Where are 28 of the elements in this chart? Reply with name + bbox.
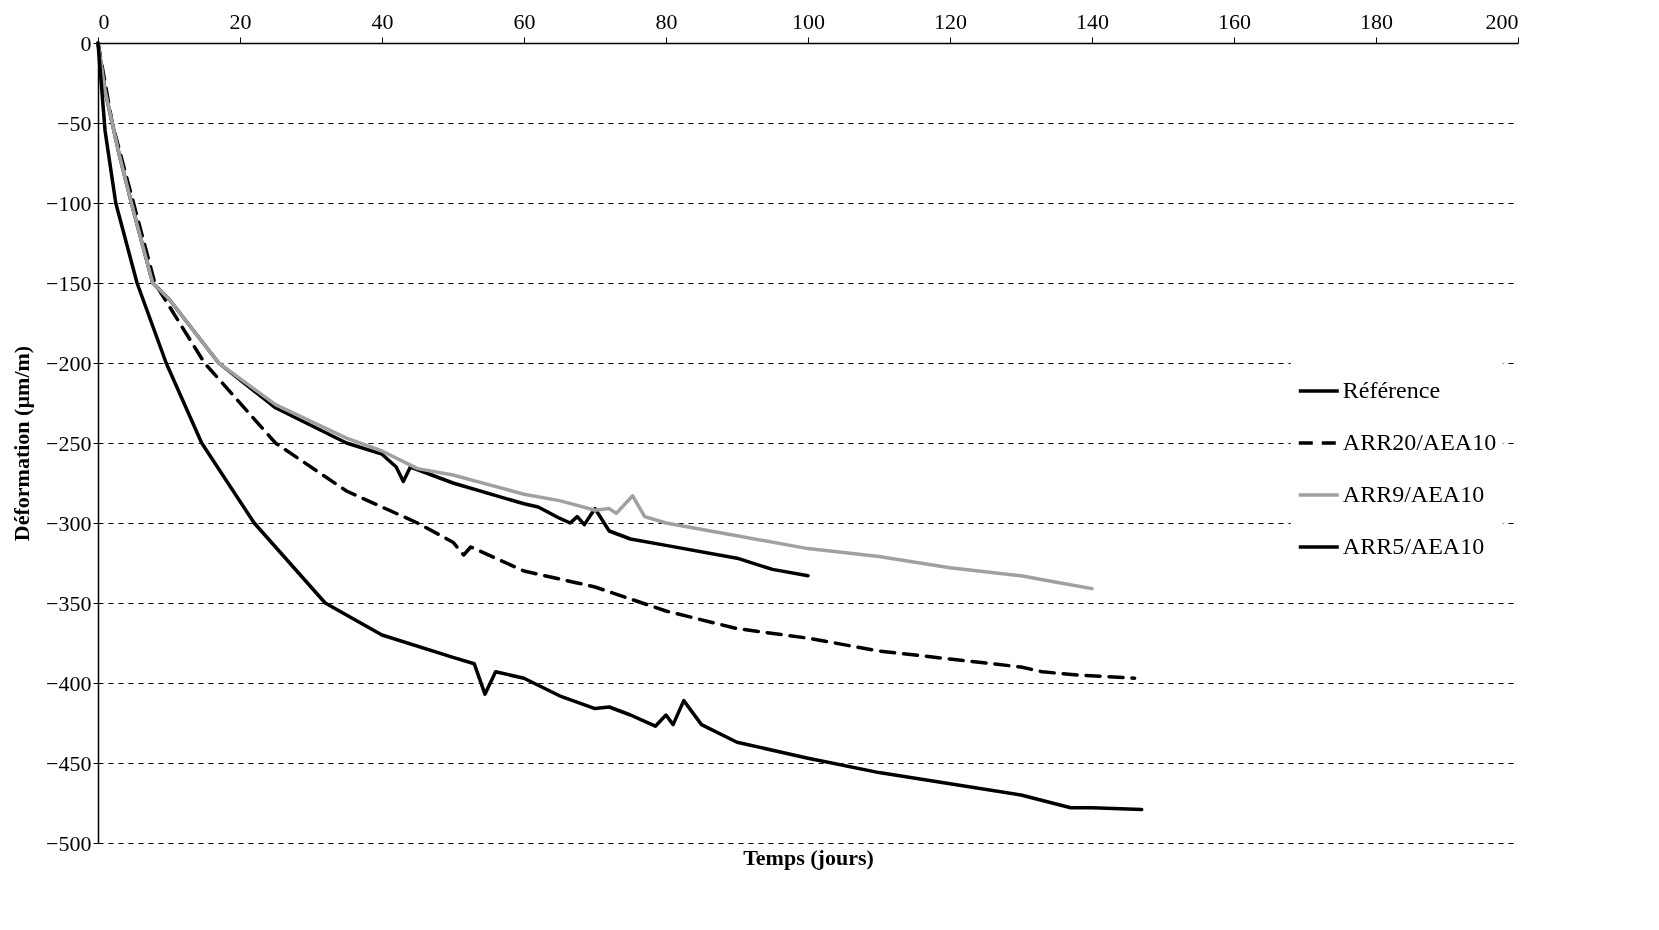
x-tick-label: 60 <box>513 8 536 34</box>
legend-label: ARR5/AEA10 <box>1342 533 1485 559</box>
y-tick-label: −250 <box>46 430 92 456</box>
y-tick-label: −50 <box>57 110 92 136</box>
x-tick-label: 120 <box>934 8 967 34</box>
x-tick-label: 20 <box>229 8 252 34</box>
x-tick-label: 80 <box>655 8 678 34</box>
y-tick-label: −500 <box>46 830 92 856</box>
x-tick-label: 160 <box>1218 8 1251 34</box>
x-tick-label: 200 <box>1485 8 1519 34</box>
y-tick-label: −350 <box>46 590 92 616</box>
x-tick-label: 180 <box>1360 8 1393 34</box>
y-axis-title: Déformation (µm/m) <box>9 345 35 542</box>
legend-label: Référence <box>1342 377 1441 403</box>
y-tick-label: −150 <box>46 270 92 296</box>
y-tick-label: −100 <box>46 190 92 216</box>
y-tick-label: −200 <box>46 350 92 376</box>
x-tick-label: 100 <box>792 8 825 34</box>
x-tick-label: 140 <box>1076 8 1109 34</box>
y-tick-label: 0 <box>80 30 92 56</box>
y-tick-label: −400 <box>46 670 92 696</box>
y-tick-label: −300 <box>46 510 92 536</box>
x-tick-label: 0 <box>98 8 110 34</box>
x-tick-label: 40 <box>371 8 394 34</box>
x-axis-title: Temps (jours) <box>743 844 874 870</box>
legend-label: ARR20/AEA10 <box>1342 429 1497 455</box>
legend-label: ARR9/AEA10 <box>1342 481 1485 507</box>
y-tick-label: −450 <box>46 750 92 776</box>
